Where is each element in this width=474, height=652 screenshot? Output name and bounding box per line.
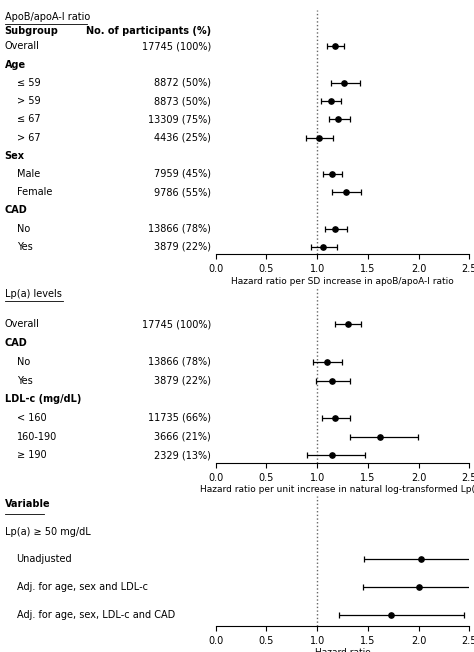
- X-axis label: Hazard ratio: Hazard ratio: [315, 649, 370, 652]
- Text: > 67: > 67: [17, 132, 40, 143]
- Text: 7959 (45%): 7959 (45%): [154, 169, 211, 179]
- Text: Male: Male: [17, 169, 40, 179]
- Text: Variable: Variable: [5, 499, 50, 509]
- Text: Age: Age: [5, 59, 26, 70]
- Text: 2329 (13%): 2329 (13%): [154, 451, 211, 460]
- Text: No: No: [17, 357, 30, 367]
- Text: Sex: Sex: [5, 151, 25, 161]
- Text: Adj. for age, sex, LDL-c and CAD: Adj. for age, sex, LDL-c and CAD: [17, 610, 175, 620]
- Text: Yes: Yes: [17, 242, 32, 252]
- Text: Yes: Yes: [17, 376, 32, 385]
- Text: 3879 (22%): 3879 (22%): [154, 242, 211, 252]
- Text: 13866 (78%): 13866 (78%): [148, 357, 211, 367]
- Text: 9786 (55%): 9786 (55%): [154, 187, 211, 198]
- Text: 17745 (100%): 17745 (100%): [142, 319, 211, 329]
- Text: 3666 (21%): 3666 (21%): [154, 432, 211, 441]
- Text: ≤ 59: ≤ 59: [17, 78, 40, 88]
- X-axis label: Hazard ratio per SD increase in apoB/apoA-I ratio: Hazard ratio per SD increase in apoB/apo…: [231, 277, 454, 286]
- Text: Adj. for age, sex and LDL-c: Adj. for age, sex and LDL-c: [17, 582, 147, 592]
- Text: 160-190: 160-190: [17, 432, 57, 441]
- Text: 17745 (100%): 17745 (100%): [142, 41, 211, 52]
- Text: Lp(a) ≥ 50 mg/dL: Lp(a) ≥ 50 mg/dL: [5, 527, 91, 537]
- Text: Overall: Overall: [5, 41, 40, 52]
- Text: Unadjusted: Unadjusted: [17, 554, 72, 565]
- X-axis label: Hazard ratio per unit increase in natural log-transformed Lp(a): Hazard ratio per unit increase in natura…: [201, 486, 474, 494]
- Text: ≥ 190: ≥ 190: [17, 451, 46, 460]
- Text: 8872 (50%): 8872 (50%): [154, 78, 211, 88]
- Text: 13309 (75%): 13309 (75%): [148, 114, 211, 125]
- Text: 13866 (78%): 13866 (78%): [148, 224, 211, 233]
- Text: LDL-c (mg/dL): LDL-c (mg/dL): [5, 394, 81, 404]
- Text: 3879 (22%): 3879 (22%): [154, 376, 211, 385]
- Text: 4436 (25%): 4436 (25%): [154, 132, 211, 143]
- Text: > 59: > 59: [17, 96, 40, 106]
- Text: No. of participants (%): No. of participants (%): [86, 26, 211, 36]
- Text: Overall: Overall: [5, 319, 40, 329]
- Text: ApoB/apoA-I ratio: ApoB/apoA-I ratio: [5, 12, 90, 22]
- Text: CAD: CAD: [5, 205, 27, 216]
- Text: ≤ 67: ≤ 67: [17, 114, 40, 125]
- Text: 8873 (50%): 8873 (50%): [154, 96, 211, 106]
- Text: Female: Female: [17, 187, 52, 198]
- Text: Lp(a) levels: Lp(a) levels: [5, 289, 62, 299]
- Text: No: No: [17, 224, 30, 233]
- Text: CAD: CAD: [5, 338, 27, 348]
- Text: < 160: < 160: [17, 413, 46, 423]
- Text: 11735 (66%): 11735 (66%): [148, 413, 211, 423]
- Text: Subgroup: Subgroup: [5, 26, 59, 36]
